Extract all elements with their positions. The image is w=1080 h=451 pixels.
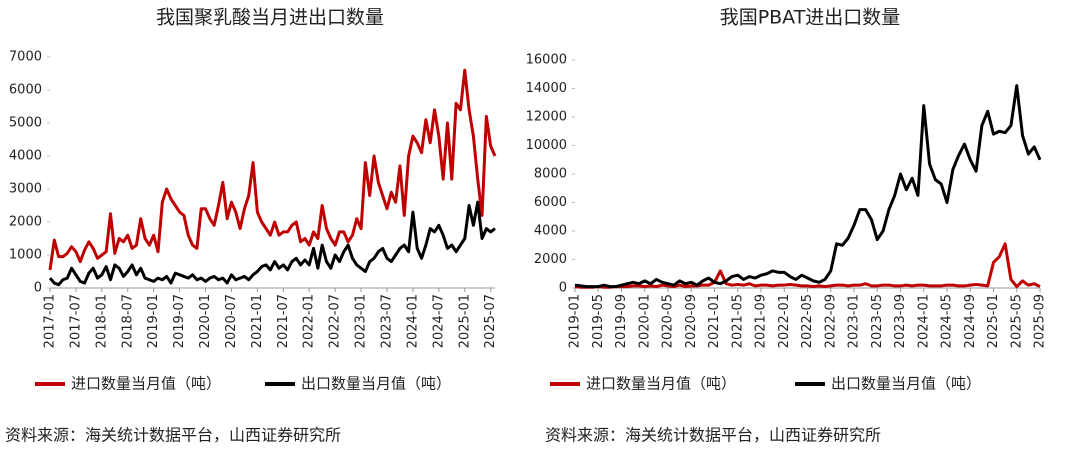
y-tick-label: 14000 <box>526 81 567 96</box>
x-tick-label: 2022-07 <box>328 294 343 348</box>
x-tick-label: 2021-07 <box>276 294 291 348</box>
x-tick-label: 2020-05 <box>661 294 676 348</box>
x-tick-label: 2021-01 <box>250 294 265 348</box>
source-note: 资料来源：海关统计数据平台，山西证券研究所 <box>545 426 881 445</box>
chart-title: 我国PBAT进出口数量 <box>720 7 901 29</box>
y-tick-label: 2000 <box>534 252 567 267</box>
x-tick-label: 2017-07 <box>68 294 83 348</box>
series-line <box>574 242 1041 289</box>
x-tick-label: 2023-01 <box>847 294 862 348</box>
y-tick-label: 7000 <box>9 50 42 65</box>
y-tick-label: 0 <box>34 281 42 296</box>
y-tick-label: 5000 <box>9 116 42 131</box>
y-tick-label: 4000 <box>534 224 567 239</box>
x-tick-label: 2018-07 <box>120 294 135 348</box>
legend-label: 出口数量当月值（吨） <box>831 375 981 393</box>
y-tick-label: 4000 <box>9 149 42 164</box>
x-tick-label: 2024-05 <box>940 294 955 348</box>
chart-title: 我国聚乳酸当月进出口数量 <box>156 7 384 29</box>
legend-label: 进口数量当月值（吨） <box>586 375 736 393</box>
y-tick-label: 10000 <box>526 138 567 153</box>
legend-label: 出口数量当月值（吨） <box>301 375 451 393</box>
x-tick-label: 2022-01 <box>777 294 792 348</box>
y-tick-label: 6000 <box>9 83 42 98</box>
x-tick-label: 2019-09 <box>614 294 629 348</box>
x-tick-label: 2021-09 <box>754 294 769 348</box>
x-tick-label: 2025-05 <box>1009 294 1024 348</box>
x-tick-label: 2020-07 <box>224 294 239 348</box>
series-line <box>574 84 1042 289</box>
x-tick-label: 2024-09 <box>963 294 978 348</box>
x-tick-label: 2021-01 <box>707 294 722 348</box>
source-note: 资料来源：海关统计数据平台，山西证券研究所 <box>5 426 341 445</box>
x-tick-label: 2023-09 <box>893 294 908 348</box>
x-tick-label: 2024-07 <box>431 294 446 348</box>
x-tick-label: 2019-05 <box>591 294 606 348</box>
x-tick-label: 2022-01 <box>302 294 317 348</box>
x-tick-label: 2023-05 <box>870 294 885 348</box>
x-tick-label: 2022-05 <box>800 294 815 348</box>
y-tick-label: 0 <box>559 281 567 296</box>
x-tick-label: 2020-01 <box>198 294 213 348</box>
y-tick-label: 3000 <box>9 182 42 197</box>
x-tick-label: 2025-09 <box>1033 294 1048 348</box>
legend-label: 进口数量当月值（吨） <box>71 375 221 393</box>
x-tick-label: 2024-01 <box>916 294 931 348</box>
x-tick-label: 2020-01 <box>637 294 652 348</box>
x-tick-label: 2019-01 <box>146 294 161 348</box>
y-tick-label: 2000 <box>9 215 42 230</box>
series-line <box>48 68 497 271</box>
y-tick-label: 1000 <box>9 248 42 263</box>
x-tick-label: 2025-01 <box>457 294 472 348</box>
y-tick-label: 12000 <box>526 110 567 125</box>
x-tick-label: 2019-01 <box>568 294 583 348</box>
x-tick-label: 2025-07 <box>483 294 498 348</box>
x-tick-label: 2018-01 <box>94 294 109 348</box>
x-tick-label: 2017-01 <box>43 294 58 348</box>
x-tick-label: 2024-01 <box>405 294 420 348</box>
x-tick-label: 2022-09 <box>823 294 838 348</box>
x-tick-label: 2023-07 <box>379 294 394 348</box>
x-tick-label: 2020-09 <box>684 294 699 348</box>
x-tick-label: 2025-01 <box>986 294 1001 348</box>
y-tick-label: 16000 <box>526 53 567 68</box>
x-tick-label: 2023-01 <box>354 294 369 348</box>
x-tick-label: 2019-07 <box>172 294 187 348</box>
y-tick-label: 8000 <box>534 167 567 182</box>
y-tick-label: 6000 <box>534 195 567 210</box>
x-tick-label: 2021-05 <box>730 294 745 348</box>
series-line <box>48 200 496 287</box>
